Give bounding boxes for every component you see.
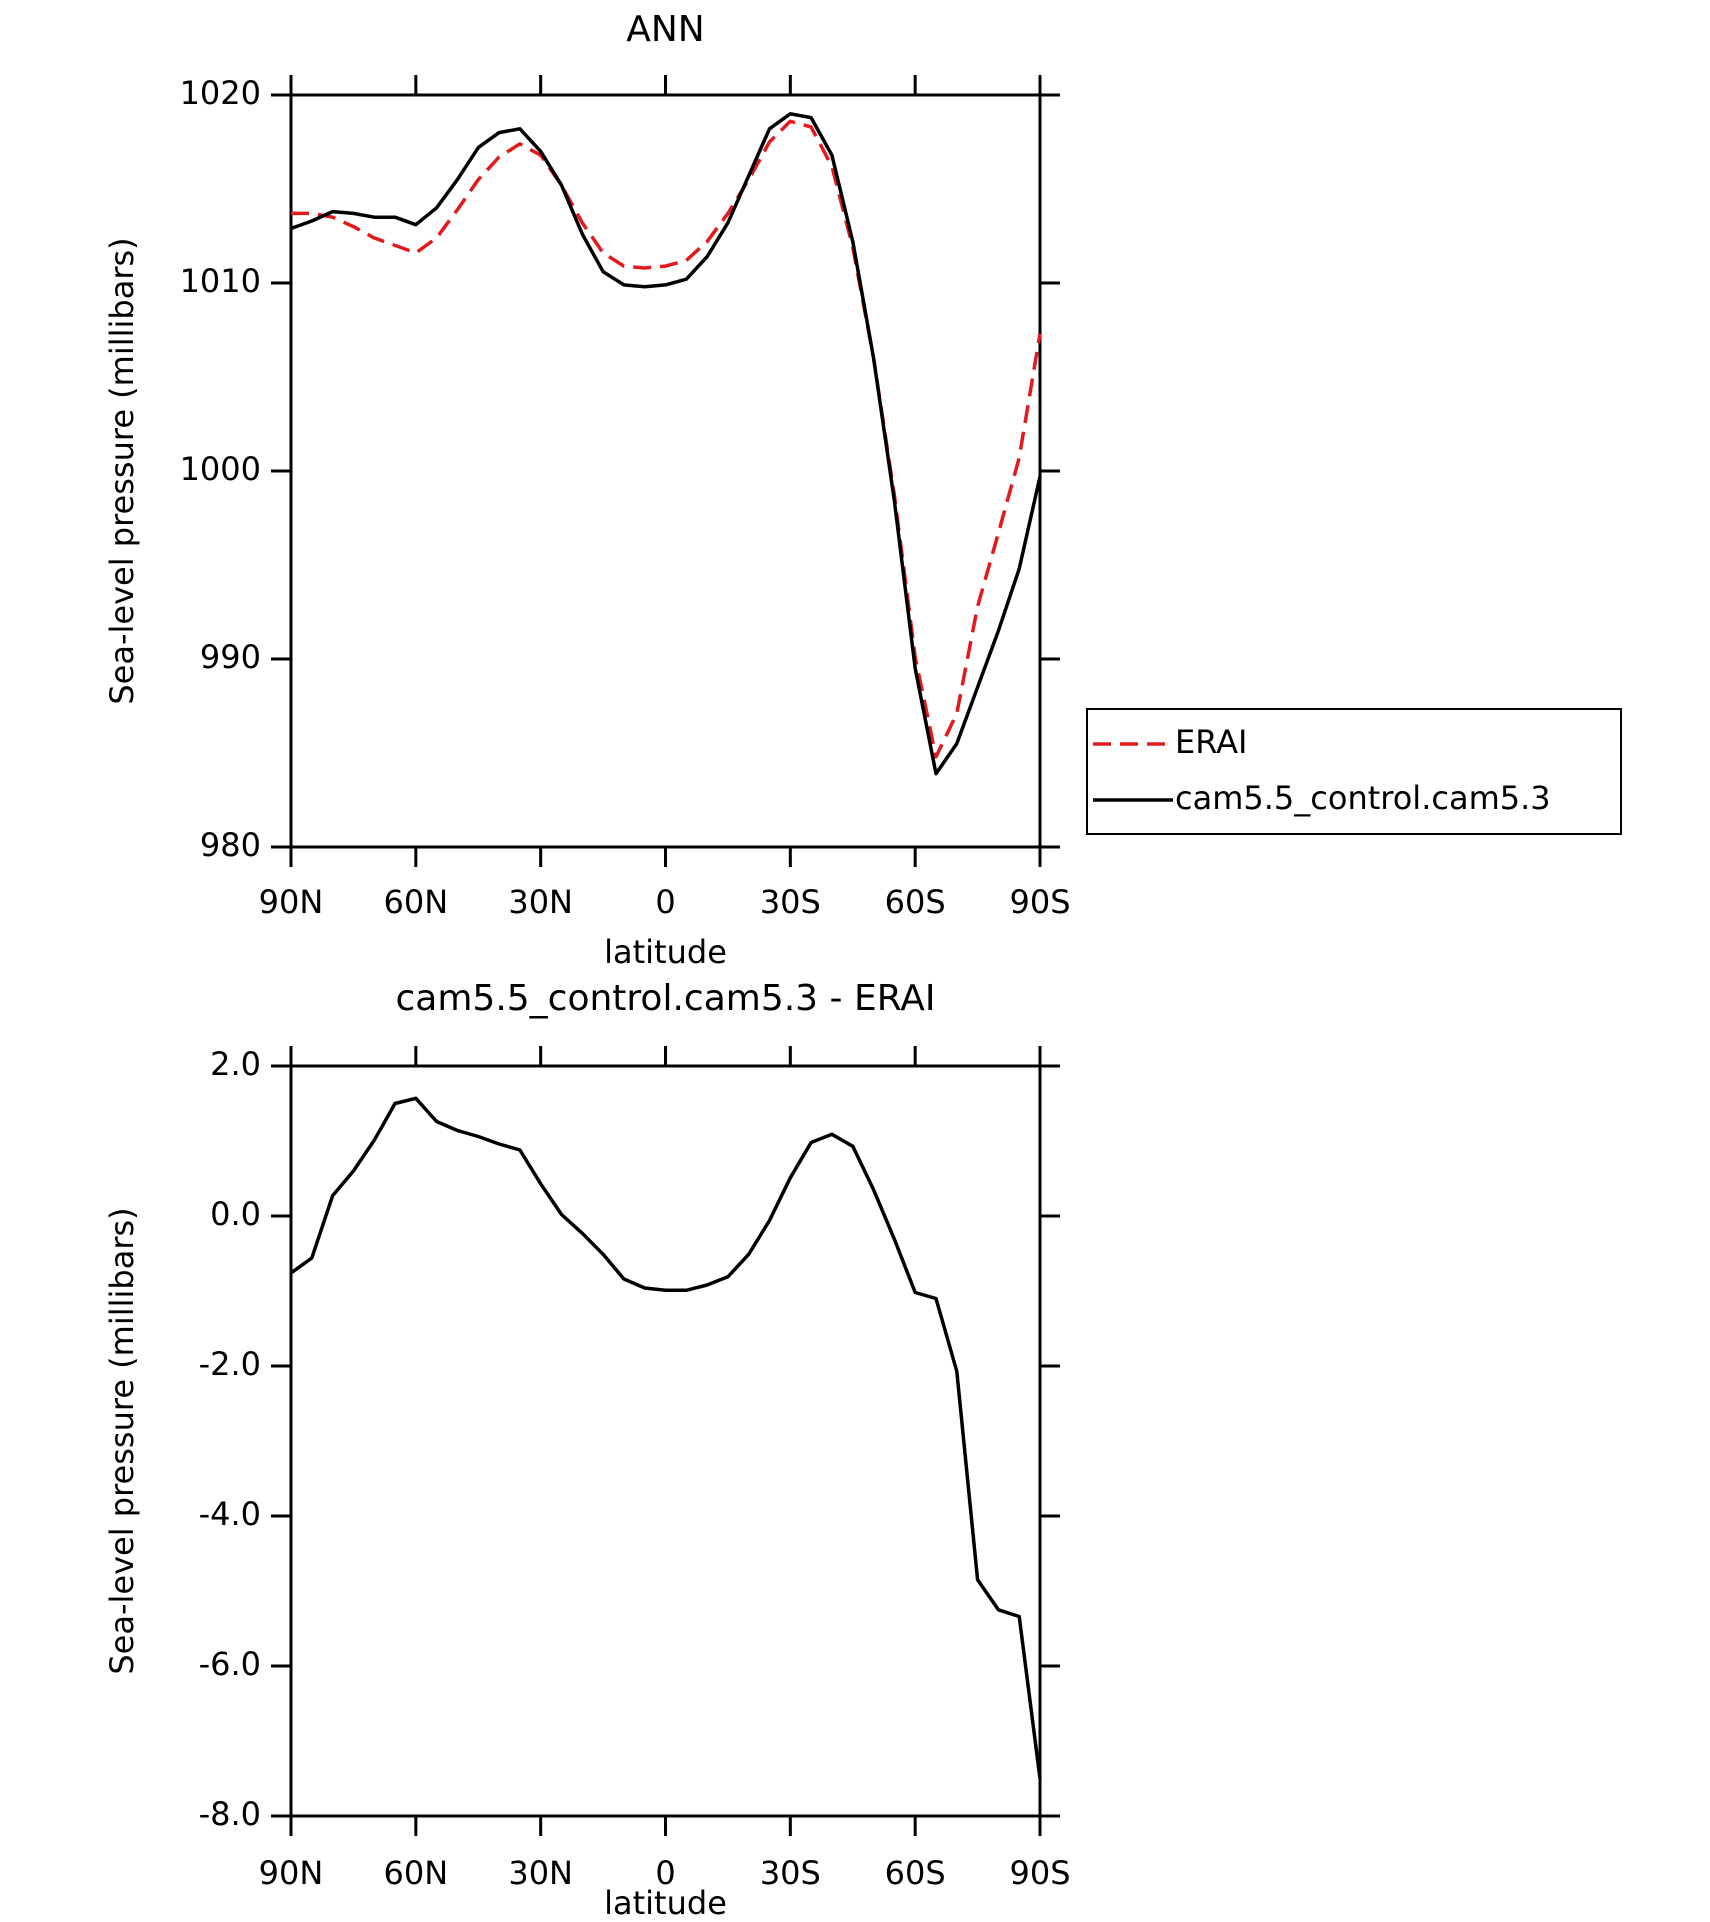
y-tick-label: 1020: [180, 74, 261, 112]
chart-title: ANN: [626, 9, 705, 50]
y-tick-label: 0.0: [210, 1195, 261, 1233]
y-tick-label: 1010: [180, 262, 261, 300]
x-tick-label: 30S: [760, 883, 821, 921]
legend-label: ERAI: [1175, 723, 1247, 761]
plot-frame: [289, 1064, 1042, 1818]
x-tick-label: 60N: [384, 883, 449, 921]
x-axis-label: latitude: [604, 933, 727, 971]
x-tick-label: 60S: [885, 1854, 946, 1892]
y-tick-label: 990: [200, 638, 261, 676]
x-tick-label: 60S: [885, 883, 946, 921]
y-tick-label: -6.0: [199, 1645, 261, 1683]
x-tick-label: 60N: [384, 1854, 449, 1892]
data-line: [289, 1096, 1042, 1779]
x-tick-label: 0: [655, 1854, 675, 1892]
x-tick-label: 90N: [259, 883, 324, 921]
chart-title: cam5.5_control.cam5.3 - ERAI: [396, 978, 936, 1019]
y-tick-label: -8.0: [199, 1795, 261, 1833]
y-tick-label: -4.0: [199, 1495, 261, 1533]
data-line: [290, 112, 1042, 776]
x-tick-label: 0: [655, 883, 675, 921]
y-tick-label: 1000: [180, 450, 261, 488]
data-line: [291, 119, 1042, 759]
x-axis-label: latitude: [604, 1884, 727, 1922]
x-tick-label: 90S: [1009, 1854, 1070, 1892]
y-axis-label: Sea-level pressure (millibars): [103, 1207, 141, 1674]
y-tick-label: 980: [200, 826, 261, 864]
y-tick-label: -2.0: [199, 1345, 261, 1383]
legend-label: cam5.5_control.cam5.3: [1175, 779, 1551, 817]
y-axis-label: Sea-level pressure (millibars): [103, 237, 141, 704]
x-tick-label: 90S: [1009, 883, 1070, 921]
y-tick-label: 2.0: [210, 1045, 261, 1083]
x-tick-label: 30N: [508, 883, 573, 921]
x-tick-label: 30N: [508, 1854, 573, 1892]
legend-box: [1086, 708, 1622, 835]
x-tick-label: 30S: [760, 1854, 821, 1892]
x-tick-label: 90N: [259, 1854, 324, 1892]
